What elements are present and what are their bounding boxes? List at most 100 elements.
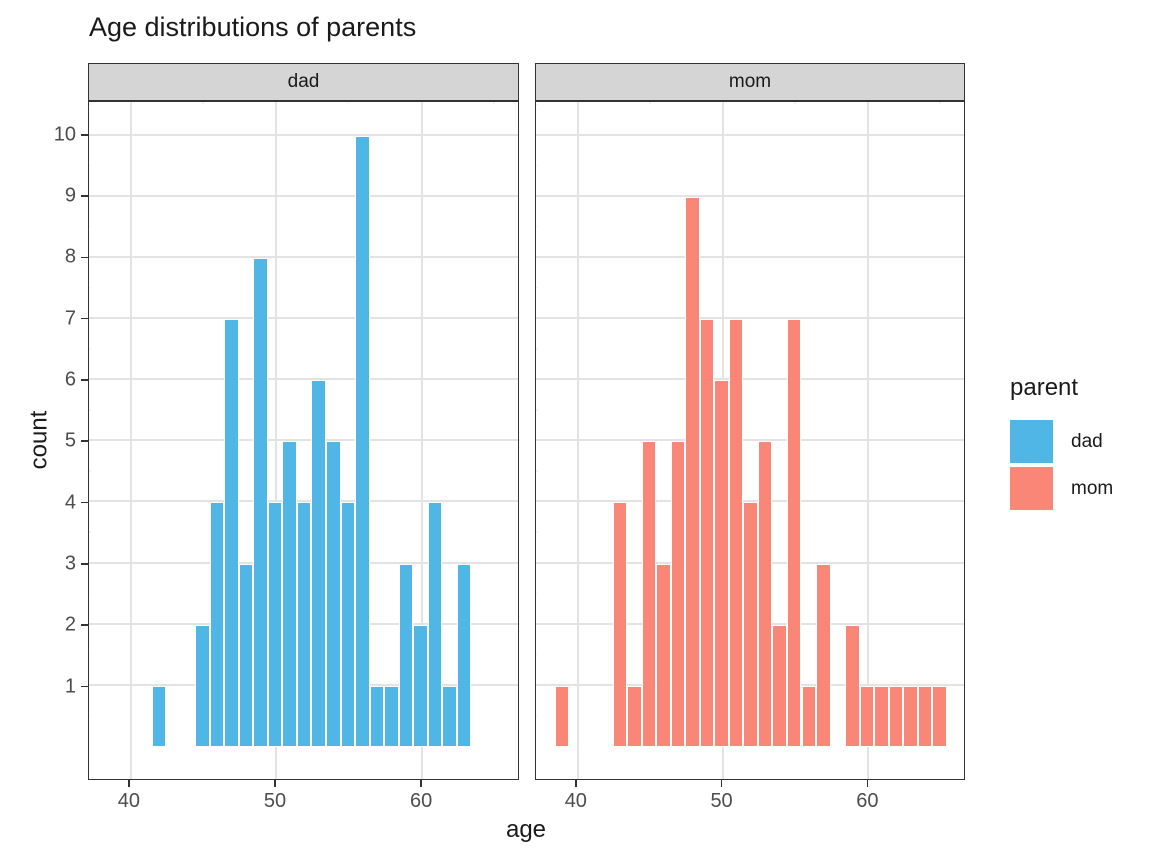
gridline-minor-horizontal [89, 348, 91, 350]
histogram-bar-mom-54 [772, 624, 787, 747]
histogram-bar-dad-60 [413, 624, 428, 747]
histogram-bar-dad-51 [282, 441, 297, 747]
histogram-bar-dad-63 [456, 563, 472, 747]
y-tick-label: 6 [64, 368, 76, 391]
histogram-bar-mom-44 [627, 685, 642, 747]
facet-panel-dad [88, 101, 519, 780]
y-axis-title: count [25, 410, 53, 470]
gridline-minor-vertical [794, 102, 796, 104]
histogram-bar-dad-42 [151, 685, 167, 747]
gridline-minor-horizontal [536, 225, 538, 228]
gridline-minor-horizontal [536, 653, 538, 656]
histogram-bar-mom-47 [670, 441, 686, 747]
x-tick-label: 50 [263, 790, 287, 812]
y-tick-label: 4 [64, 491, 76, 514]
legend-title: parent [1010, 374, 1079, 401]
x-tick-label: 40 [117, 790, 141, 812]
histogram-bar-mom-39 [554, 685, 570, 747]
x-tick-mark [128, 780, 130, 787]
legend-swatch-dad [1010, 420, 1053, 463]
gridline-minor-vertical [493, 102, 495, 104]
histogram-bar-dad-57 [369, 685, 385, 747]
histogram-bar-dad-54 [326, 441, 341, 747]
facet-strip-label-dad: dad [287, 71, 320, 92]
histogram-bar-mom-63 [903, 685, 918, 747]
histogram-bar-dad-62 [442, 685, 457, 747]
gridline-major-horizontal [89, 500, 518, 503]
histogram-bar-mom-51 [728, 319, 744, 747]
histogram-bar-dad-46 [209, 502, 225, 747]
y-tick-label: 9 [64, 184, 76, 207]
gridline-minor-vertical [347, 102, 350, 104]
x-tick-label: 40 [564, 790, 587, 812]
gridline-major-horizontal [536, 255, 964, 258]
y-tick-label: 8 [64, 245, 76, 268]
gridline-minor-horizontal [89, 470, 91, 472]
histogram-bar-dad-53 [311, 380, 327, 747]
x-tick-mark [720, 780, 723, 787]
x-tick-mark [274, 780, 276, 787]
gridline-minor-horizontal [536, 164, 538, 167]
gridline-major-vertical [866, 102, 869, 779]
gridline-major-horizontal [89, 378, 518, 381]
x-tick-mark [575, 780, 577, 787]
histogram-bar-mom-50 [714, 380, 729, 747]
x-tick-mark [420, 780, 422, 787]
histogram-bar-dad-45 [195, 624, 210, 747]
histogram-bar-dad-56 [355, 135, 370, 747]
gridline-major-horizontal [536, 194, 964, 197]
histogram-bar-mom-62 [888, 685, 904, 747]
histogram-bar-dad-52 [296, 502, 312, 747]
y-tick-mark [81, 685, 88, 688]
gridline-major-horizontal [89, 439, 518, 442]
gridline-minor-horizontal [89, 164, 91, 167]
histogram-bar-mom-60 [859, 685, 875, 747]
gridline-major-horizontal [536, 500, 964, 503]
y-tick-mark [81, 133, 88, 136]
histogram-bar-mom-56 [801, 685, 816, 747]
y-tick-mark [81, 563, 88, 565]
y-tick-mark [81, 624, 88, 626]
y-tick-mark [81, 501, 88, 504]
histogram-bar-dad-58 [384, 685, 399, 747]
facet-strip-mom: mom [535, 63, 965, 101]
y-tick-label: 1 [64, 675, 76, 697]
y-tick-mark [81, 317, 88, 320]
histogram-bar-mom-48 [685, 196, 700, 747]
y-tick-label: 7 [64, 307, 76, 330]
gridline-minor-horizontal [536, 592, 538, 595]
gridline-minor-horizontal [536, 348, 538, 350]
histogram-bar-mom-49 [699, 319, 715, 747]
gridline-major-horizontal [536, 133, 964, 136]
legend: parent dad mom [1010, 374, 1113, 514]
gridline-minor-horizontal [89, 103, 91, 106]
gridline-major-horizontal [89, 317, 518, 320]
gridline-minor-horizontal [536, 714, 538, 717]
histogram-bar-dad-48 [238, 563, 254, 747]
histogram-bar-mom-64 [917, 685, 933, 747]
legend-label-dad: dad [1071, 430, 1103, 452]
facet-strip-label-mom: mom [728, 71, 772, 92]
gridline-minor-vertical [649, 102, 651, 104]
facet-panel-mom [535, 101, 965, 780]
histogram-bar-dad-49 [253, 257, 268, 747]
histogram-bar-mom-57 [816, 563, 831, 747]
gridline-major-vertical [275, 102, 278, 779]
histogram-bar-dad-47 [224, 319, 239, 747]
gridline-minor-horizontal [89, 409, 91, 411]
legend-label-mom: mom [1071, 477, 1114, 499]
facet-strip-dad: dad [88, 63, 519, 101]
gridline-major-horizontal [536, 317, 964, 320]
gridline-minor-horizontal [89, 653, 91, 656]
histogram-bar-dad-50 [267, 502, 283, 747]
gridline-minor-horizontal [536, 286, 538, 289]
gridline-minor-vertical [939, 102, 941, 104]
gridline-major-horizontal [536, 378, 964, 381]
histogram-bar-mom-55 [786, 319, 802, 747]
x-tick-label: 60 [409, 790, 433, 812]
histogram-bar-mom-52 [743, 502, 758, 747]
y-tick-label: 3 [64, 552, 76, 575]
gridline-minor-vertical [202, 102, 204, 104]
gridline-minor-horizontal [89, 531, 91, 533]
gridline-minor-horizontal [89, 225, 91, 228]
